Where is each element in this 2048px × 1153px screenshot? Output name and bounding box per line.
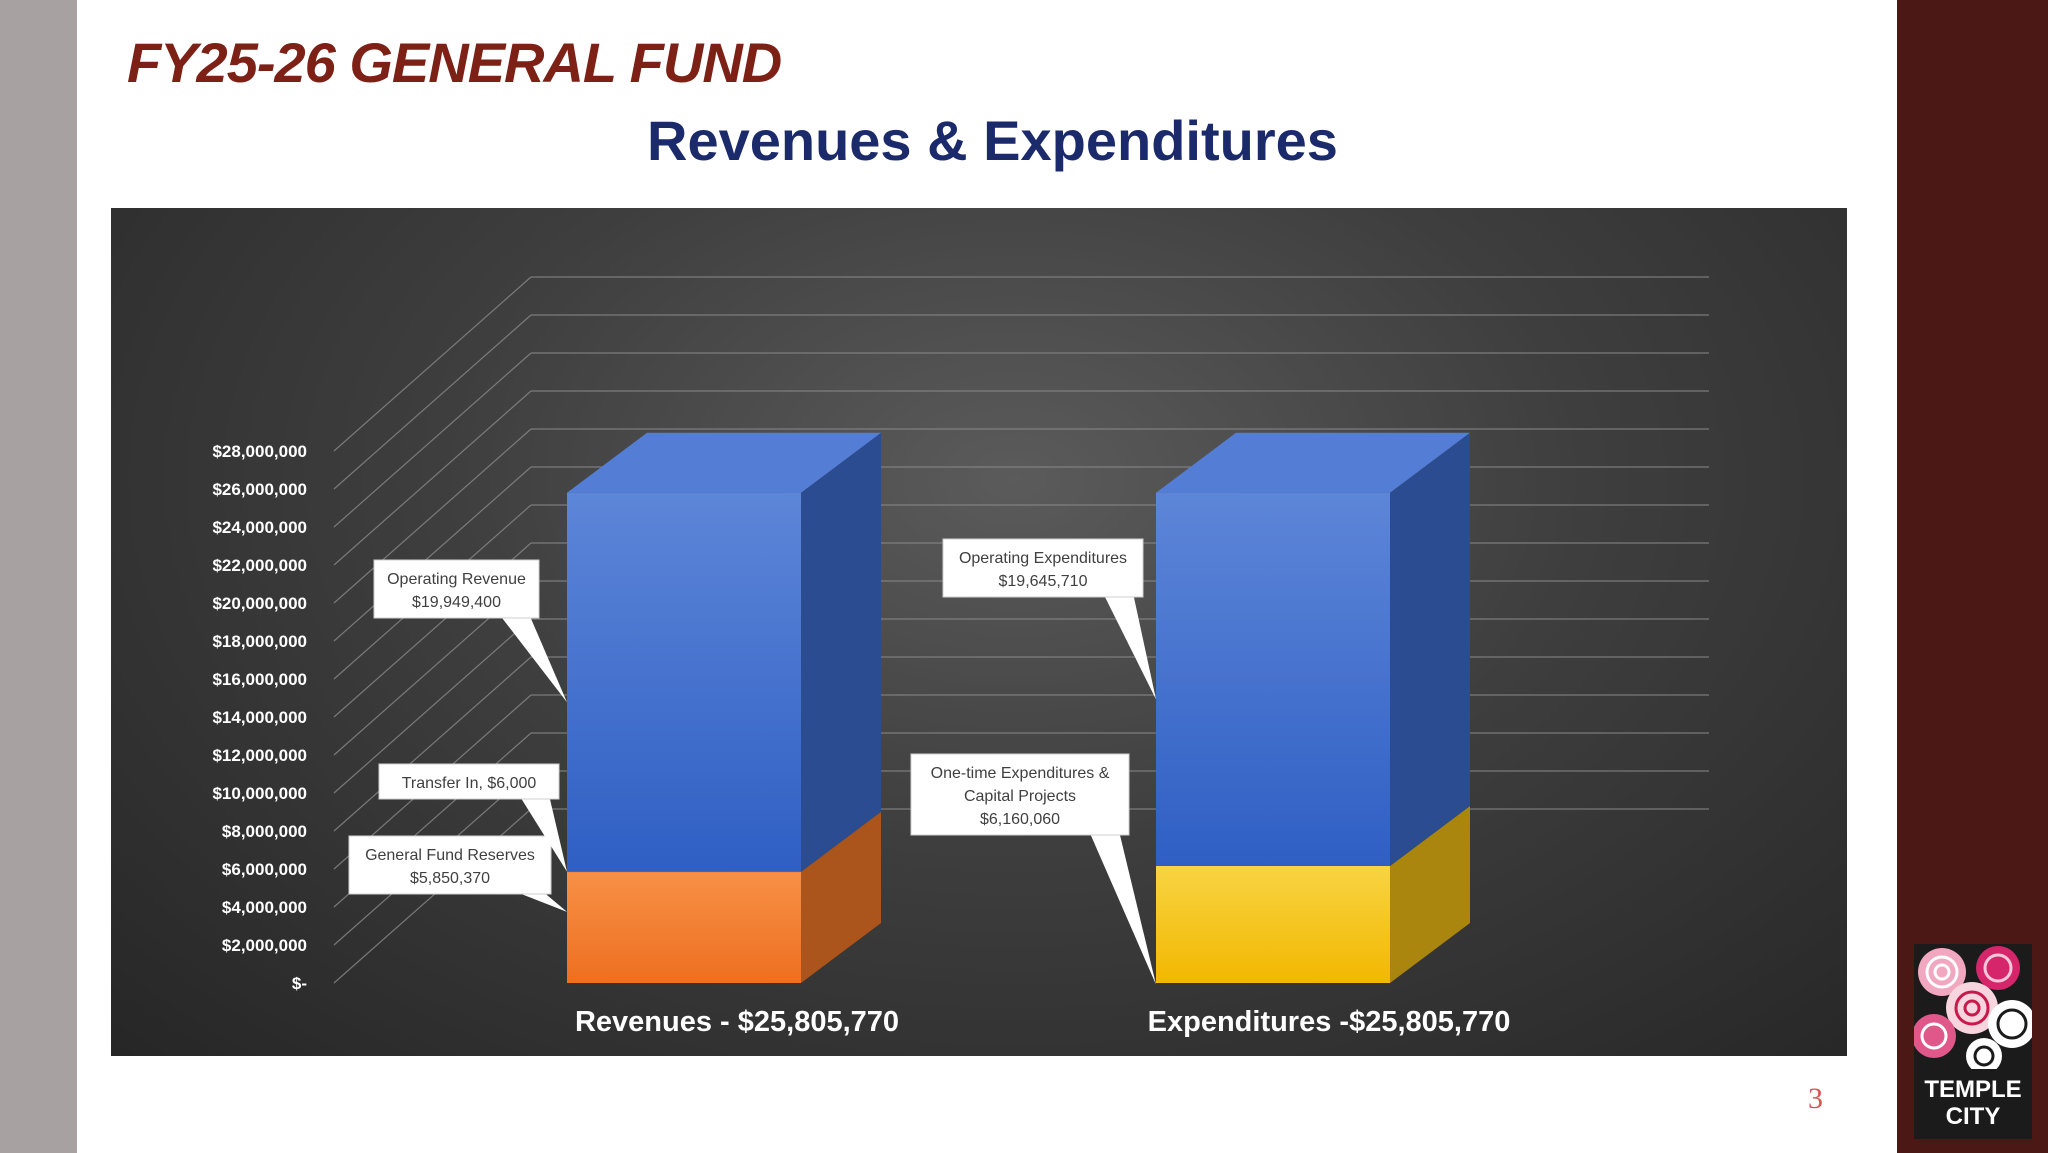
bar-segment-side: [1390, 805, 1470, 983]
slide-title: FY25-26 GENERAL FUND: [127, 31, 782, 94]
callout-text: Capital Projects: [964, 788, 1076, 805]
bar-segment-side: [801, 811, 881, 983]
y-tick-label: $-: [292, 974, 307, 993]
bar-segment-side: [801, 811, 881, 872]
page-number: 3: [1808, 1082, 1823, 1115]
callout-box: [373, 559, 540, 619]
y-tick-label: $12,000,000: [212, 746, 307, 765]
logo-word-2: CITY: [1945, 1103, 2001, 1130]
gridline-diagonal: [333, 352, 532, 528]
gridline-diagonal: [333, 466, 532, 642]
y-tick-label: $14,000,000: [212, 708, 307, 727]
callout-text: $6,160,060: [980, 811, 1060, 828]
callout-text: Transfer In, $6,000: [402, 775, 537, 792]
callout-text: $19,645,710: [999, 573, 1088, 590]
callout-pointer: [1089, 831, 1156, 985]
callout-text: One-time Expenditures &: [931, 765, 1110, 782]
rose-pattern-icon: [1914, 944, 2032, 1069]
callout-pointer: [511, 890, 567, 912]
callout-box: [378, 763, 560, 800]
bar-segment-front: [567, 871, 801, 983]
callout-box: [348, 835, 552, 895]
y-tick-label: $10,000,000: [212, 784, 307, 803]
temple-city-logo: TEMPLE CITY: [1914, 944, 2032, 1139]
gridline-diagonal: [333, 276, 532, 452]
gridline-diagonal: [333, 314, 532, 490]
slide-subtitle: Revenues & Expenditures: [647, 109, 1338, 172]
logo-word-1: TEMPLE: [1924, 1076, 2022, 1103]
callout-text: Operating Revenue: [387, 571, 526, 588]
category-label: Expenditures -$25,805,770: [1148, 1006, 1511, 1038]
gridline-diagonal: [333, 428, 532, 604]
bar-segment-front: [1156, 492, 1390, 866]
callout-box: [910, 753, 1130, 836]
chart-panel: General Fund Reserves $5,850,370 Transfer …: [111, 208, 1847, 1056]
callout-box: [942, 538, 1144, 598]
callout-pointer: [1103, 593, 1156, 700]
y-tick-label: $4,000,000: [222, 898, 307, 917]
gridline-diagonal: [333, 656, 532, 832]
y-tick-label: $20,000,000: [212, 594, 307, 613]
y-tick-label: $22,000,000: [212, 556, 307, 575]
y-tick-label: $18,000,000: [212, 632, 307, 651]
callout-text: Operating Expenditures: [959, 550, 1127, 567]
gridline-diagonal: [333, 390, 532, 566]
y-tick-label: $28,000,000: [212, 442, 307, 461]
bar-top-face: [1156, 432, 1470, 493]
y-tick-label: $16,000,000: [212, 670, 307, 689]
bar-segment-front: [1156, 865, 1390, 983]
callout-text: General Fund Reserves: [365, 847, 535, 864]
y-tick-label: $24,000,000: [212, 518, 307, 537]
logo-wordmark: TEMPLE CITY: [1914, 1076, 2032, 1130]
category-label: Revenues - $25,805,770: [575, 1006, 899, 1038]
left-decorative-band: [0, 0, 77, 1153]
bar-segment-side: [1390, 432, 1470, 866]
bar-segment-front: [567, 871, 801, 873]
callout-pointer: [499, 614, 567, 703]
callout-text: $19,949,400: [412, 594, 501, 611]
gridline-diagonal: [333, 618, 532, 794]
y-tick-label: $2,000,000: [222, 936, 307, 955]
stacked-bar-chart: General Fund Reserves $5,850,370 Transfer …: [212, 276, 1709, 1038]
gridline-diagonal: [333, 808, 532, 984]
y-tick-label: $26,000,000: [212, 480, 307, 499]
callout-text: $5,850,370: [410, 870, 490, 887]
bar-segment-front: [567, 492, 801, 872]
callout-pointer: [519, 795, 567, 872]
y-tick-label: $8,000,000: [222, 822, 307, 841]
y-tick-label: $6,000,000: [222, 860, 307, 879]
bar-segment-side: [801, 432, 881, 872]
bar-top-face: [567, 432, 881, 493]
